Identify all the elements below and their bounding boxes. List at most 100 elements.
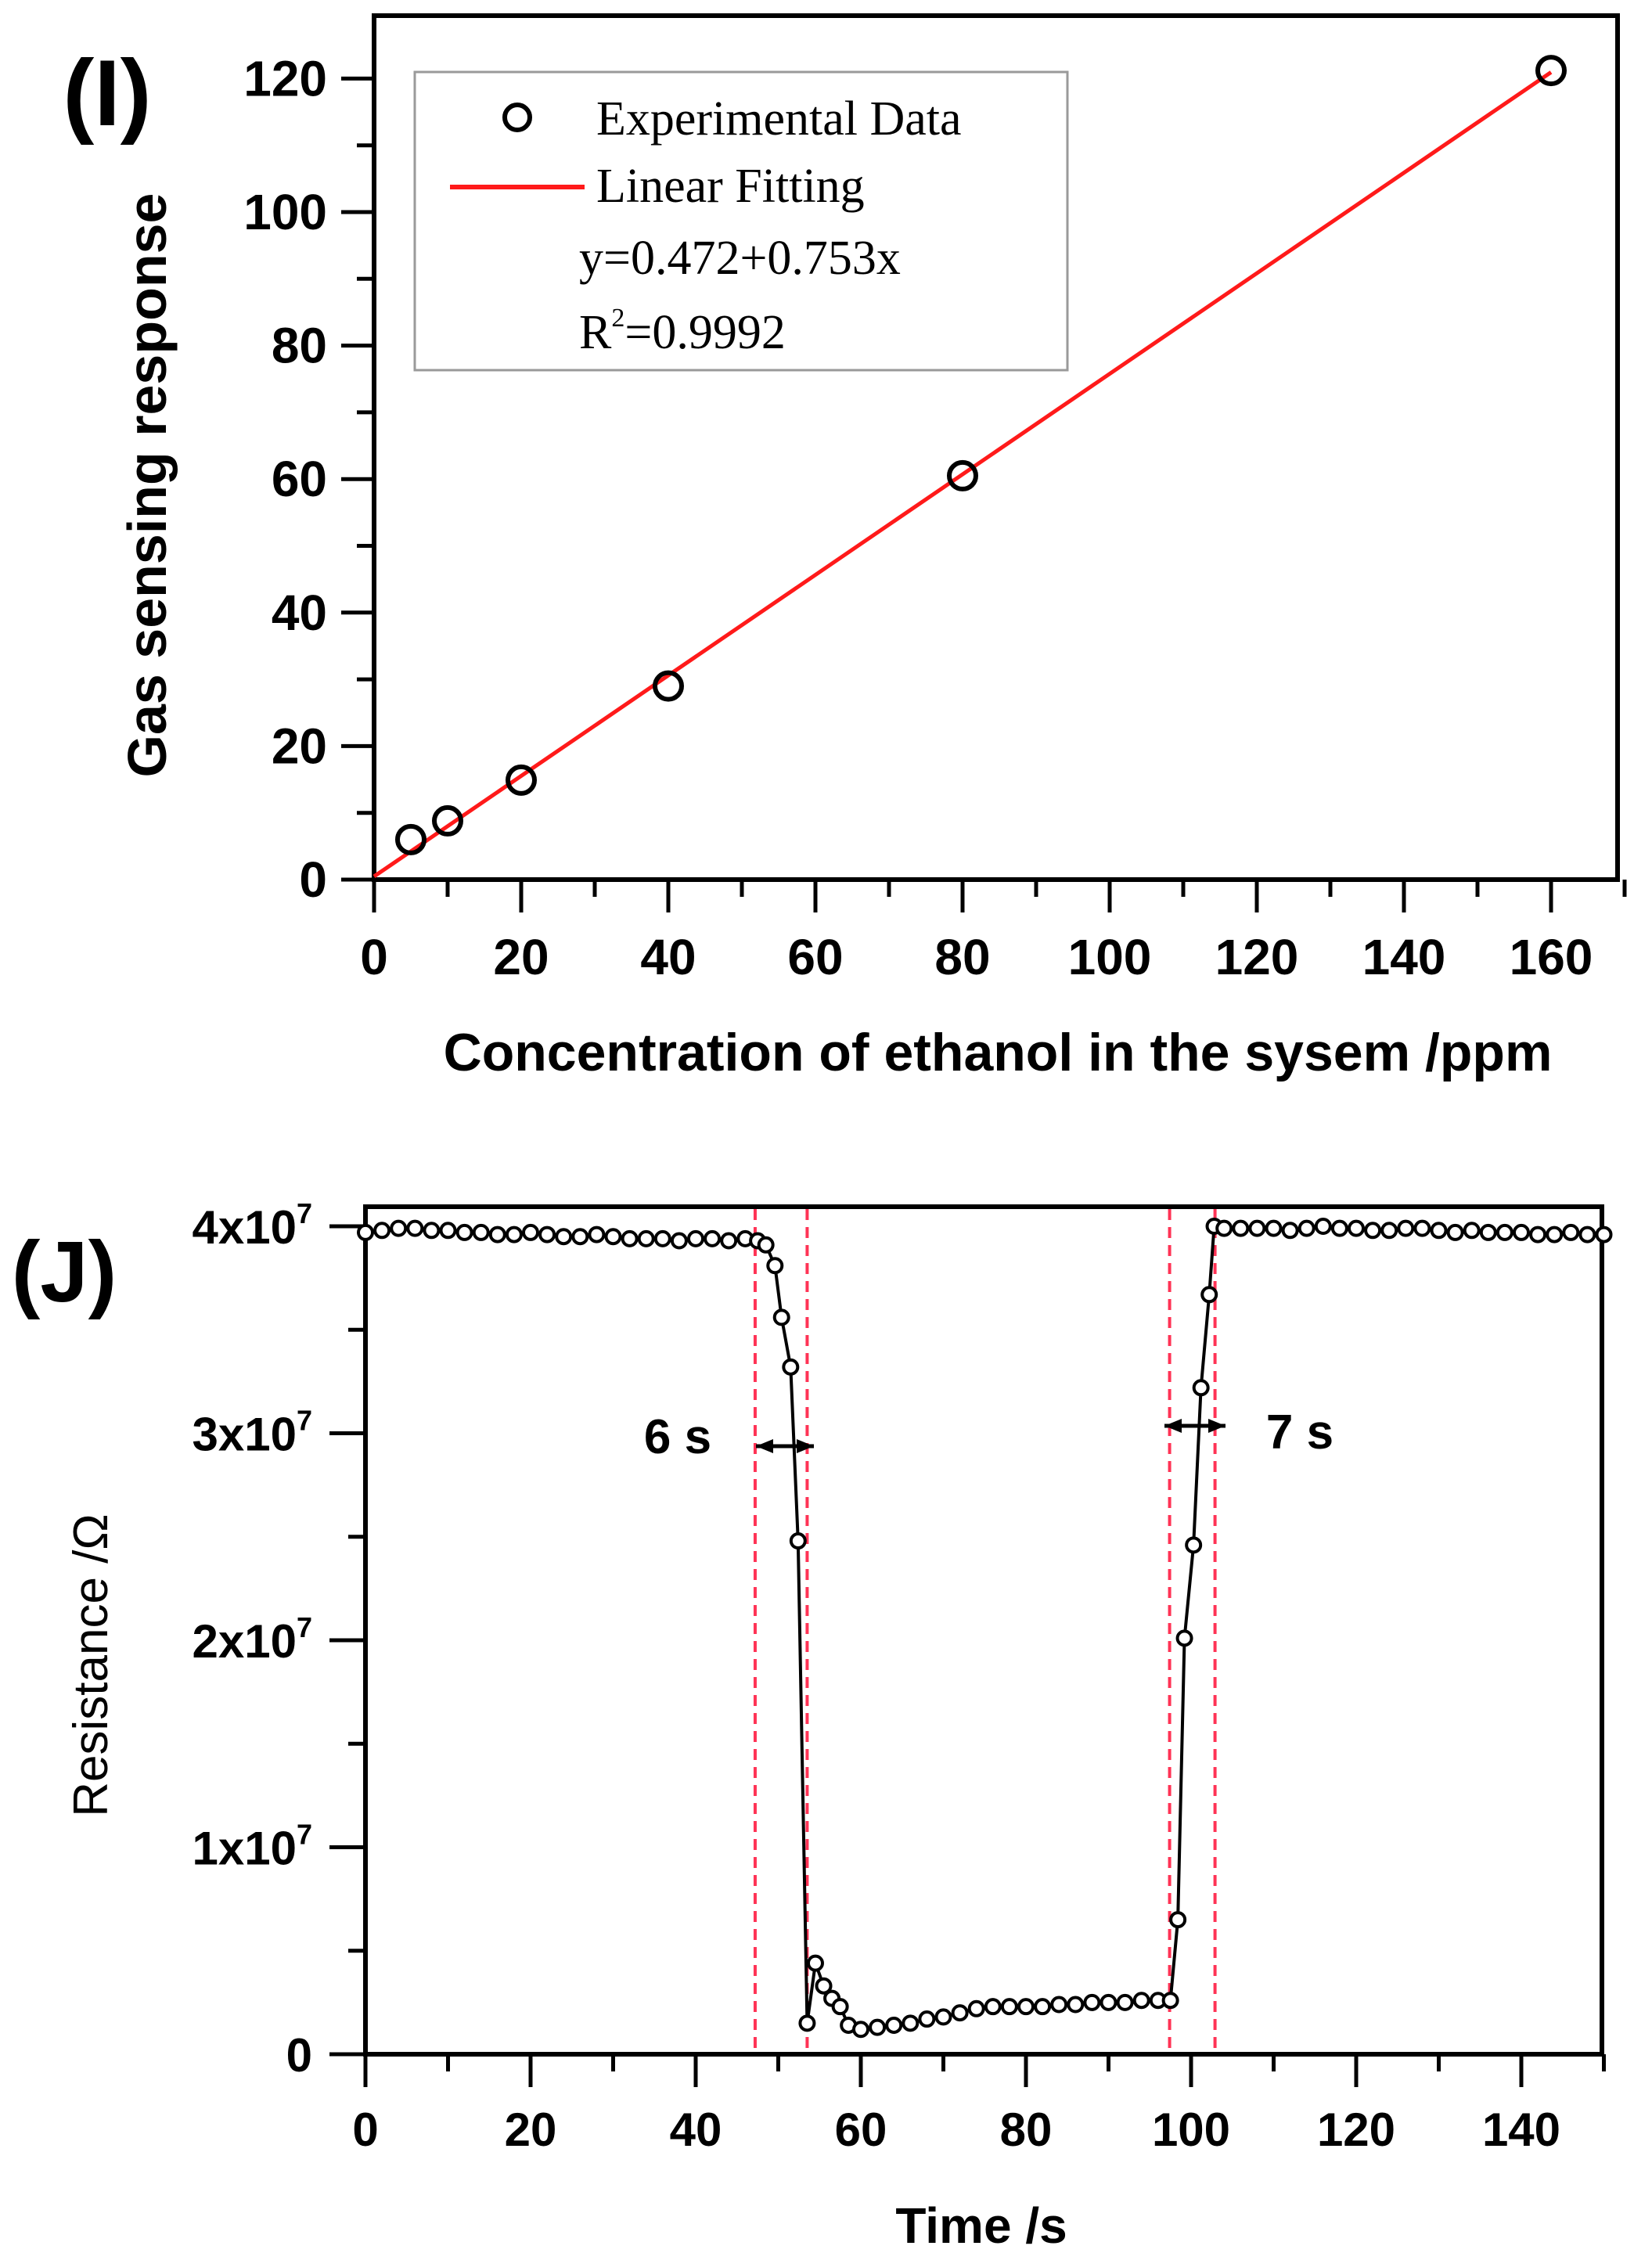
data-point-open-circle: [1314, 1218, 1332, 1235]
legend-open-circle-icon: [502, 103, 532, 132]
data-point-open-circle: [588, 1225, 606, 1243]
data-point-open-circle: [704, 1229, 722, 1247]
y-tick-label: 3x107: [192, 1405, 312, 1461]
data-point-open-circle: [1017, 1998, 1035, 2016]
fit-equation: y=0.472+0.753x: [579, 232, 901, 285]
y-tick-label: 0: [299, 851, 327, 908]
y-tick-label: 1x107: [192, 1819, 312, 1875]
data-point-open-circle: [902, 2014, 920, 2032]
data-point-open-circle: [772, 1308, 790, 1326]
y-tick-label: 4x107: [192, 1197, 312, 1254]
data-point-open-circle: [538, 1225, 556, 1243]
recovery-time-annotation: 7 s: [1164, 1405, 1333, 1459]
experimental-data-points: [395, 55, 1567, 855]
x-tick-label: 160: [1510, 929, 1593, 985]
recovery-time-label: 7 s: [1266, 1405, 1333, 1459]
data-point-open-circle: [1380, 1222, 1398, 1240]
data-point-open-circle: [1215, 1219, 1233, 1237]
data-point-open-circle: [934, 2008, 952, 2026]
data-point-open-circle: [1578, 1225, 1596, 1243]
x-tick-label: 140: [1482, 2104, 1560, 2156]
x-tick-label: 20: [505, 2104, 557, 2156]
resistance-curve: [365, 1224, 1604, 2032]
data-point-open-circle: [1348, 1219, 1365, 1237]
x-tick-label: 120: [1215, 929, 1299, 985]
y-tick-label: 80: [272, 318, 327, 374]
data-point-open-circle: [789, 1532, 807, 1550]
data-point-open-circle: [670, 1232, 688, 1250]
data-point-open-circle: [1185, 1536, 1203, 1554]
data-point-open-circle: [653, 1229, 671, 1247]
resistance-data-points: [357, 1218, 1613, 2039]
data-point-open-circle: [947, 459, 978, 491]
data-point-open-circle: [1595, 1225, 1613, 1243]
data-point-open-circle: [571, 1228, 589, 1246]
data-point-open-circle: [439, 1222, 457, 1240]
data-point-open-circle: [423, 1222, 441, 1240]
data-point-open-circle: [1529, 1225, 1547, 1243]
y-axis-title-j: Resistance /Ω: [64, 1513, 118, 1817]
data-point-open-circle: [1446, 1223, 1464, 1241]
data-point-open-circle: [918, 2010, 936, 2028]
data-point-open-circle: [1546, 1225, 1564, 1243]
data-point-open-circle: [1330, 1219, 1348, 1237]
y-tick-label: 2x107: [192, 1611, 312, 1668]
x-tick-label: 80: [1000, 2104, 1053, 2156]
response-time-annotation: 6 s: [644, 1410, 814, 1464]
x-tick-label: 20: [493, 929, 549, 985]
x-axis-title-i: Concentration of ethanol in the sysem /p…: [444, 1023, 1553, 1082]
data-point-open-circle: [522, 1223, 539, 1241]
arrow-left-icon: [756, 1439, 773, 1453]
x-tick-label: 60: [787, 929, 843, 985]
data-point-open-circle: [390, 1219, 408, 1237]
data-point-open-circle: [1132, 1992, 1150, 2010]
data-point-open-circle: [1430, 1222, 1448, 1240]
data-point-open-circle: [1000, 1998, 1018, 2016]
data-point-open-circle: [1397, 1219, 1415, 1237]
data-point-open-circle: [1364, 1222, 1382, 1240]
y-axis-title-i: Gas sensing response: [117, 193, 178, 778]
data-point-open-circle: [1100, 1993, 1118, 2011]
data-point-open-circle: [1281, 1222, 1299, 1240]
data-point-open-circle: [1083, 1993, 1101, 2011]
data-point-open-circle: [1297, 1219, 1315, 1237]
legend-label-experimental: Experimental Data: [596, 92, 962, 146]
x-tick-label: 0: [352, 2104, 378, 2156]
data-point-open-circle: [782, 1358, 800, 1376]
data-point-open-circle: [1175, 1629, 1193, 1647]
chart-panel-j: (J) Resistance /Ω Time /s 0 1x107 2x107 3x1…: [12, 1197, 1613, 2253]
data-point-open-circle: [621, 1229, 639, 1247]
x-tick-label: 100: [1068, 929, 1152, 985]
response-time-label: 6 s: [644, 1410, 711, 1464]
data-point-open-circle: [1535, 55, 1567, 87]
plot-frame-j: [363, 1204, 1604, 2057]
data-point-open-circle: [1248, 1219, 1266, 1237]
y-tick-label: 0: [286, 2029, 312, 2082]
reference-dashed-lines: [753, 1209, 1217, 2052]
data-point-open-circle: [1192, 1379, 1210, 1397]
data-point-open-circle: [506, 764, 537, 796]
y-axis-ticks-i: 0 20 40 60 80 100 120: [243, 50, 374, 908]
data-point-open-circle: [984, 1998, 1002, 2016]
x-tick-label: 60: [835, 2104, 887, 2156]
data-point-open-circle: [373, 1222, 391, 1240]
data-point-open-circle: [653, 670, 684, 702]
x-tick-label: 140: [1362, 929, 1446, 985]
data-point-open-circle: [806, 1954, 824, 1972]
data-point-open-circle: [406, 1219, 424, 1237]
data-point-open-circle: [951, 2004, 969, 2022]
chart-panel-i: (I) Gas sensing response Concentration o…: [63, 13, 1627, 1082]
y-axis-ticks-j: 0 1x107 2x107 3x107 4x107: [192, 1197, 365, 2082]
data-point-open-circle: [967, 1999, 985, 2017]
data-point-open-circle: [488, 1225, 506, 1243]
data-point-open-circle: [1034, 1998, 1052, 2016]
y-tick-label: 60: [272, 451, 327, 507]
data-point-open-circle: [432, 804, 463, 837]
data-point-open-circle: [687, 1229, 704, 1247]
panel-label-j: (J): [12, 1224, 117, 1320]
data-point-open-circle: [1463, 1222, 1481, 1240]
data-point-open-circle: [505, 1225, 523, 1243]
arrow-right-icon: [797, 1439, 814, 1453]
data-point-open-circle: [885, 2016, 903, 2034]
